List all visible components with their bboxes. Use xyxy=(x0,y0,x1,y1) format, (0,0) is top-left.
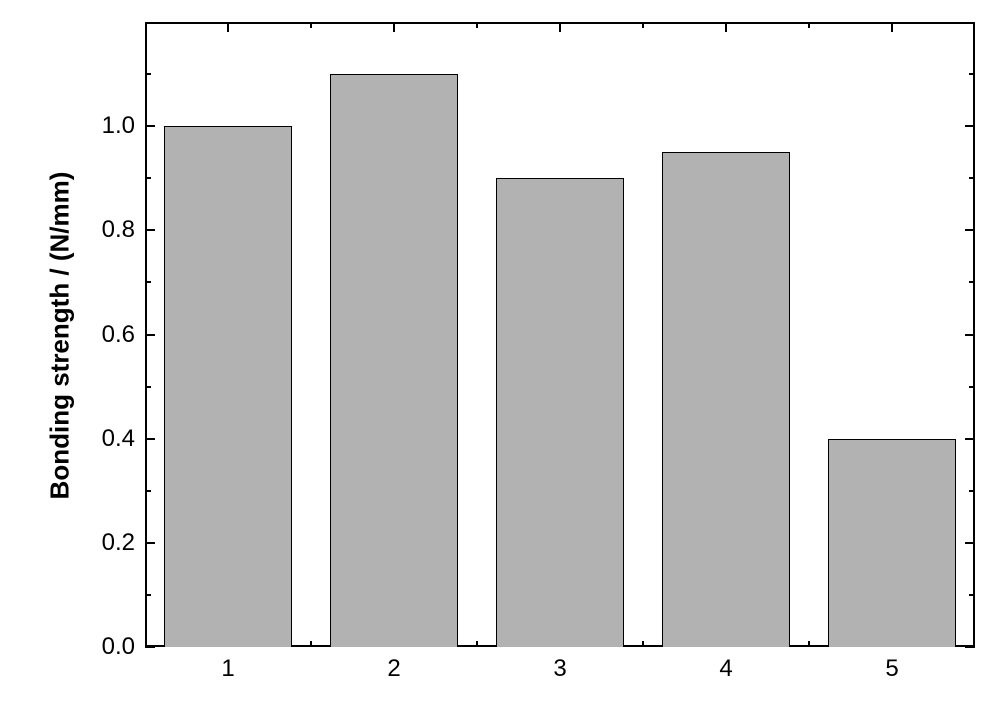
y-tick-minor-right xyxy=(969,73,975,75)
y-tick-major xyxy=(145,438,155,440)
bar xyxy=(330,74,458,647)
x-tick-minor xyxy=(310,641,312,647)
y-tick-label: 0.2 xyxy=(85,529,135,557)
x-tick-label: 1 xyxy=(208,655,248,683)
bar xyxy=(828,439,956,647)
x-tick-minor-top xyxy=(808,22,810,28)
y-tick-major xyxy=(145,125,155,127)
x-tick-major-top xyxy=(393,22,395,32)
y-tick-minor-right xyxy=(969,177,975,179)
y-tick-label: 1.0 xyxy=(85,112,135,140)
x-tick-label: 2 xyxy=(374,655,414,683)
y-tick-label: 0.8 xyxy=(85,216,135,244)
x-tick-minor xyxy=(476,641,478,647)
y-tick-minor xyxy=(145,281,151,283)
x-tick-minor-top xyxy=(642,22,644,28)
y-tick-major-right xyxy=(965,334,975,336)
y-tick-minor xyxy=(145,490,151,492)
y-tick-label: 0.0 xyxy=(85,633,135,661)
y-tick-label: 0.6 xyxy=(85,321,135,349)
x-tick-major-top xyxy=(725,22,727,32)
y-tick-minor xyxy=(145,594,151,596)
y-tick-major-right xyxy=(965,542,975,544)
y-tick-major xyxy=(145,229,155,231)
y-tick-label: 0.4 xyxy=(85,425,135,453)
x-tick-label: 4 xyxy=(706,655,746,683)
y-tick-major xyxy=(145,542,155,544)
y-tick-major xyxy=(145,334,155,336)
y-tick-minor-right xyxy=(969,386,975,388)
y-tick-major xyxy=(145,646,155,648)
y-tick-minor-right xyxy=(969,281,975,283)
y-tick-minor-right xyxy=(969,490,975,492)
bar xyxy=(164,126,292,647)
y-tick-major-right xyxy=(965,125,975,127)
x-tick-minor-top xyxy=(476,22,478,28)
bar xyxy=(662,152,790,647)
y-tick-major-right xyxy=(965,646,975,648)
y-tick-minor xyxy=(145,73,151,75)
x-tick-minor-top xyxy=(310,22,312,28)
y-tick-minor xyxy=(145,386,151,388)
x-tick-minor xyxy=(808,641,810,647)
y-tick-minor-right xyxy=(969,594,975,596)
y-axis-label: Bonding strength / (N/mm) xyxy=(45,155,76,515)
x-tick-major-top xyxy=(891,22,893,32)
y-tick-minor xyxy=(145,177,151,179)
x-tick-minor xyxy=(642,641,644,647)
y-tick-major-right xyxy=(965,438,975,440)
bar xyxy=(496,178,624,647)
x-tick-label: 3 xyxy=(540,655,580,683)
x-tick-major-top xyxy=(559,22,561,32)
x-tick-major-top xyxy=(227,22,229,32)
y-tick-major-right xyxy=(965,229,975,231)
x-tick-label: 5 xyxy=(872,655,912,683)
chart-container: Bonding strength / (N/mm) 0.0 0.2 0.4 0.6 0.… xyxy=(0,0,1000,707)
